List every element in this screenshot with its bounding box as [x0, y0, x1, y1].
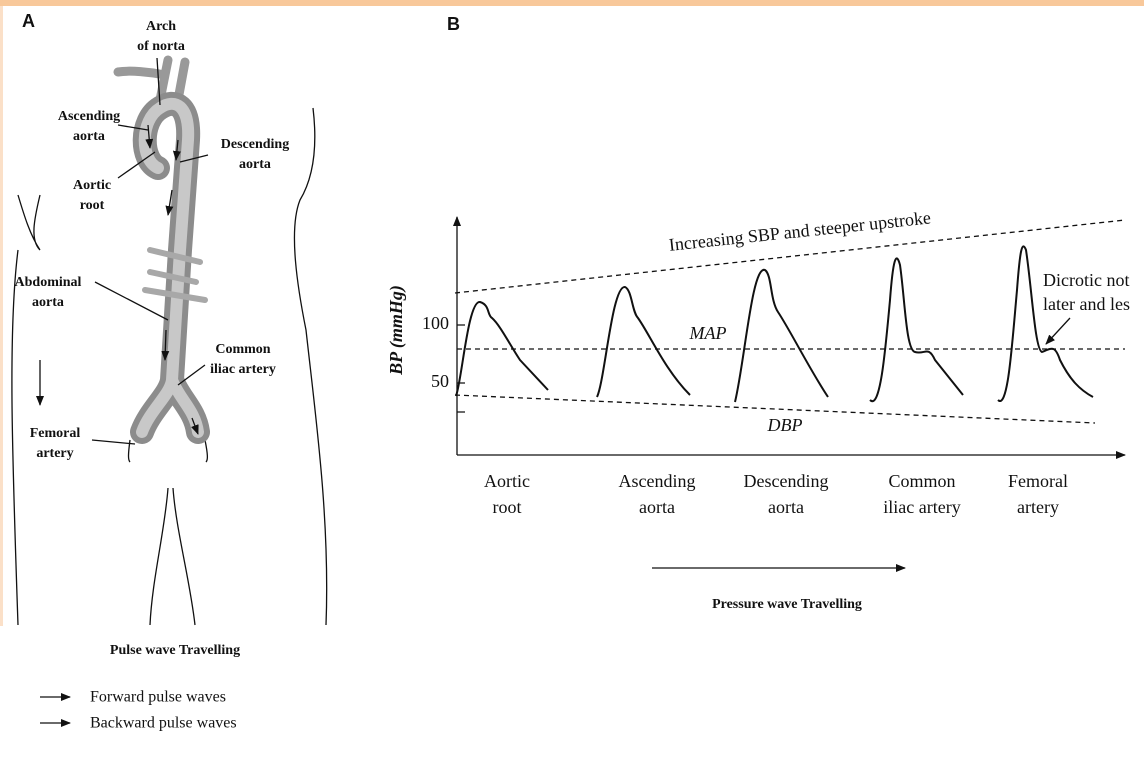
- y-tick-label: 100: [422, 313, 449, 333]
- legend-label: Backward pulse waves: [90, 715, 237, 732]
- caption: Pulse wave Travelling: [110, 643, 240, 658]
- anatomy-label: Common: [215, 342, 270, 357]
- anatomy-label: artery: [36, 446, 73, 461]
- anatomy-label: Ascending: [58, 109, 120, 124]
- anatomy-label: Descending: [221, 137, 289, 152]
- body-outline: [11, 107, 328, 626]
- anatomy-label: aorta: [73, 129, 105, 144]
- top-border: [0, 0, 1144, 6]
- site-label: aorta: [768, 497, 804, 517]
- site-label: root: [493, 497, 522, 517]
- anatomy-label: Abdominal: [15, 275, 82, 290]
- aorta: [36, 55, 210, 445]
- note-arrow: [1045, 317, 1071, 345]
- left-border: [0, 6, 3, 626]
- trend-label: Increasing SBP and steeper upstroke: [668, 207, 932, 254]
- anatomy-label: Aortic: [73, 178, 111, 193]
- note: later and les: [1043, 294, 1130, 314]
- legend-label: Forward pulse waves: [90, 689, 226, 706]
- site-label: aorta: [639, 497, 675, 517]
- y-axis-label: BP (mmHg): [386, 285, 407, 376]
- dbp-label: DBP: [767, 415, 803, 435]
- sbp-trend: [454, 219, 1126, 294]
- anatomy-label: Arch: [146, 19, 176, 34]
- anatomy-label: root: [80, 198, 105, 213]
- y-tick-label: 50: [431, 371, 449, 391]
- site-label: artery: [1017, 497, 1059, 517]
- anatomy-label: aorta: [239, 157, 271, 172]
- map-label: MAP: [689, 323, 727, 343]
- note: Dicrotic not: [1043, 270, 1129, 290]
- site-label: Aortic: [484, 471, 530, 491]
- panel-letter: A: [22, 11, 35, 31]
- anatomy-label: iliac artery: [210, 362, 276, 377]
- anatomy-label: aorta: [32, 295, 64, 310]
- site-label: Ascending: [619, 471, 696, 491]
- site-label: Femoral: [1008, 471, 1068, 491]
- waveforms: [455, 245, 1094, 403]
- site-label: Common: [888, 471, 955, 491]
- panel-letter: B: [447, 14, 460, 34]
- anatomy-label: of norta: [137, 39, 185, 54]
- anatomy-label: Femoral: [30, 426, 81, 441]
- site-label: iliac artery: [883, 497, 960, 517]
- caption: Pressure wave Travelling: [712, 597, 862, 612]
- site-label: Descending: [744, 471, 829, 491]
- dbp-trend: [454, 394, 1096, 424]
